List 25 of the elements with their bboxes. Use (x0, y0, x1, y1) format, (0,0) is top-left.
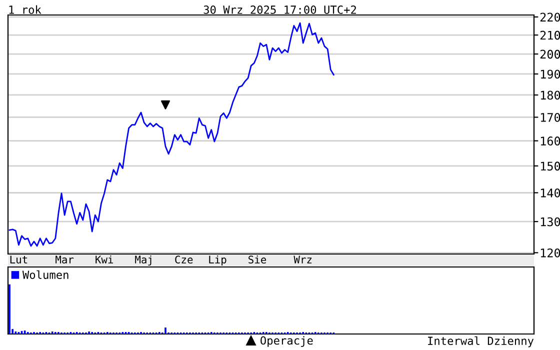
y-tick-label: 150 (540, 162, 560, 171)
y-tick-label: 130 (540, 217, 560, 226)
y-tick-label: 190 (540, 70, 560, 79)
line-series (8, 22, 334, 247)
x-tick-label: Lip (209, 255, 226, 266)
chart-title: 1 rok (9, 5, 42, 14)
y-tick-label: 160 (540, 136, 560, 146)
text: Interwal Dzienny (428, 336, 534, 348)
y-tick-label: 210 (540, 30, 560, 40)
y-tick-label: 120 (540, 248, 560, 258)
x-tick-label: Mar (56, 256, 74, 264)
x-tick-label: Cze (175, 256, 193, 264)
y-tick-label: 180 (540, 90, 560, 100)
x-tick-label: Maj (135, 255, 152, 266)
y-tick-label: 170 (540, 112, 560, 122)
x-tick-label: Sie (248, 255, 266, 264)
x-tick-label: Kwi (96, 255, 114, 264)
legend-label: Wolumen (22, 270, 68, 279)
y-tick-label: 220 (540, 12, 560, 22)
y-tick-label: 140 (540, 188, 560, 198)
y-tick-label: 200 (540, 50, 560, 59)
legend-label: Operacje (260, 336, 313, 347)
x-tick-label: Lut (10, 256, 28, 264)
x-tick-label: Wrz (294, 256, 312, 264)
chart-subtitle: 30 Wrz 2025 17:00 UTC+2 (204, 6, 356, 14)
